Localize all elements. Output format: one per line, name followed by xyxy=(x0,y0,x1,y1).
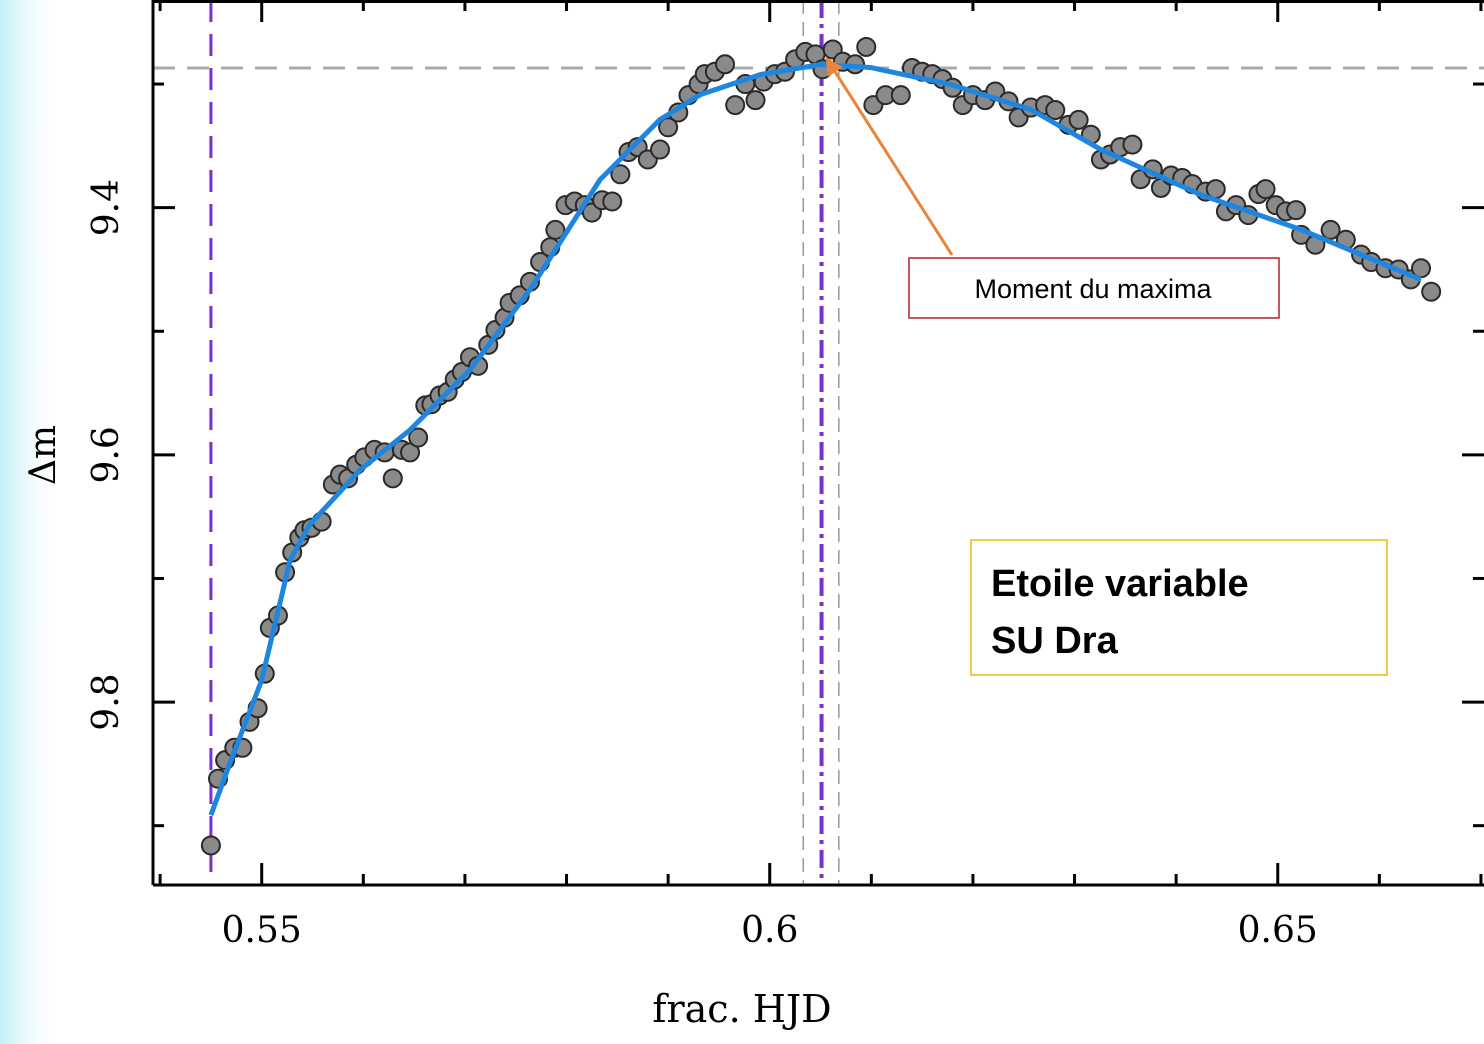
data-point xyxy=(545,219,566,240)
data-point xyxy=(1320,219,1341,240)
data-point xyxy=(400,442,421,463)
data-point xyxy=(1286,200,1307,221)
data-point xyxy=(890,85,911,106)
annotation-box xyxy=(970,539,1388,676)
background-glow xyxy=(0,0,60,1044)
y-tick-label: 9.6 xyxy=(86,426,127,483)
data-point xyxy=(1045,100,1066,121)
annotation-text: SU Dra xyxy=(991,620,1119,662)
x-tick-label: 0.65 xyxy=(1238,910,1318,951)
data-point xyxy=(649,139,670,160)
data-point xyxy=(715,54,736,75)
fit-curve xyxy=(208,62,1422,817)
data-point xyxy=(658,117,679,138)
data-point xyxy=(1068,109,1089,130)
data-point xyxy=(408,427,429,448)
data-point xyxy=(200,835,221,856)
data-point xyxy=(610,164,631,185)
y-axis-title: Δm xyxy=(23,425,64,485)
data-point xyxy=(725,95,746,116)
annotation-text: Moment du maxima xyxy=(974,274,1212,304)
annotation-arrow xyxy=(825,56,954,256)
annotation-text: Etoile variable xyxy=(991,563,1249,605)
annotation-box xyxy=(908,257,1280,319)
data-point xyxy=(856,36,877,57)
x-axis-title: frac. HJD xyxy=(652,987,831,1031)
data-point xyxy=(745,90,766,111)
data-point xyxy=(382,468,403,489)
plot-area: 0.55 0.6 0.65 9.4 9.6 9.8 xyxy=(86,0,1484,951)
y-tick-label: 9.4 xyxy=(86,179,127,236)
data-point xyxy=(1255,179,1276,200)
data-point xyxy=(602,191,623,212)
data-point xyxy=(1421,281,1442,302)
x-tick-label: 0.55 xyxy=(222,910,302,951)
data-point xyxy=(1122,134,1143,155)
x-tick-label: 0.6 xyxy=(741,910,798,951)
y-tick-label: 9.8 xyxy=(86,673,127,730)
